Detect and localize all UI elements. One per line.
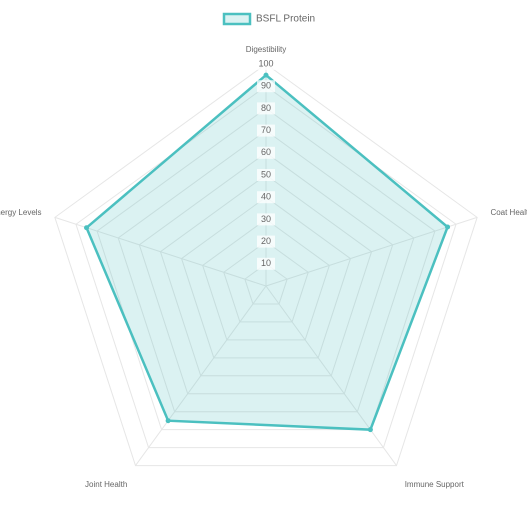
grid-ring xyxy=(180,196,352,359)
tick-label-bg xyxy=(257,169,275,181)
tick-label-bg xyxy=(257,146,275,159)
tick-label: 90 xyxy=(261,81,271,91)
grid-ring xyxy=(75,85,457,449)
data-point xyxy=(263,72,269,78)
grid-ring xyxy=(159,174,373,377)
tick-label-bg xyxy=(257,235,275,248)
category-label: Joint Health xyxy=(85,480,127,489)
grid-ring xyxy=(244,263,288,305)
data-point xyxy=(445,224,451,230)
tick-label: 20 xyxy=(261,236,271,246)
tick-label-bg xyxy=(257,191,275,204)
tick-label: 80 xyxy=(261,103,271,113)
tick-label: 10 xyxy=(261,258,271,268)
series-area xyxy=(85,73,450,431)
tick-label: 100 xyxy=(258,58,273,68)
grid-ring xyxy=(138,152,394,395)
category-label: Digestibility xyxy=(246,45,286,54)
tick-label-bg xyxy=(257,58,275,70)
tick-label-bg xyxy=(257,257,275,270)
category-label: Immune Support xyxy=(405,480,465,489)
tick-label: 40 xyxy=(261,192,271,202)
tick-label-bg xyxy=(257,124,275,137)
tick-label: 30 xyxy=(261,214,271,224)
grid-ring xyxy=(54,63,478,467)
data-point xyxy=(367,427,373,433)
tick-label: 60 xyxy=(261,147,271,157)
category-label: Energy Levels xyxy=(0,208,42,217)
tick-label-bg xyxy=(257,213,275,226)
tick-label: 50 xyxy=(261,169,271,179)
grid-ring xyxy=(96,107,436,431)
legend-label: BSFL Protein xyxy=(256,14,315,25)
legend-swatch xyxy=(222,12,252,26)
tick-label-bg xyxy=(257,102,275,115)
category-label: Coat Health xyxy=(490,208,527,217)
grid-ring xyxy=(202,218,330,341)
data-point xyxy=(84,225,90,231)
grid-ring xyxy=(117,129,415,413)
tick-label: 70 xyxy=(261,125,271,135)
data-point xyxy=(165,418,171,424)
grid-ring xyxy=(223,240,309,323)
tick-label-bg xyxy=(257,80,275,93)
